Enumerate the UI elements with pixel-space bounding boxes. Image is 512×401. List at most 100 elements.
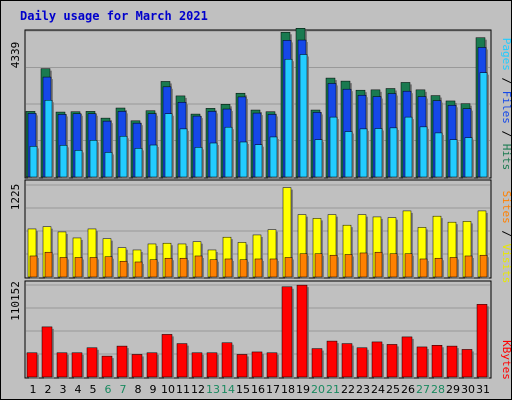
sites-bar (344, 254, 353, 278)
day-label: 13 (206, 383, 220, 396)
pages-bar (239, 141, 248, 178)
pages-bar (359, 128, 368, 178)
day-label: 30 (461, 383, 475, 396)
hits-panel-ymax-label: 4339 (9, 42, 22, 69)
kbytes-bar (371, 341, 383, 378)
sites-bar (59, 257, 68, 278)
day-label: 12 (191, 383, 205, 396)
sites-bar (254, 258, 263, 278)
kbytes-bar (41, 326, 53, 378)
sites-bar (284, 257, 293, 278)
kbytes-bar (221, 342, 233, 378)
hits-panel-bars (25, 28, 489, 180)
sites-bar (479, 254, 488, 278)
sites-bar (89, 257, 98, 278)
sites-bar (209, 259, 218, 278)
day-label: 3 (60, 383, 67, 396)
sites-bar (44, 251, 53, 278)
sites-bar (374, 251, 383, 278)
day-label: 8 (135, 383, 142, 396)
day-label: 4 (75, 383, 82, 396)
legend-separator: / (500, 71, 512, 91)
day-label: 9 (150, 383, 157, 396)
day-label: 19 (296, 383, 310, 396)
pages-bar (44, 100, 53, 178)
kbytes-bar (401, 336, 413, 378)
sites-bar (104, 256, 113, 278)
kbytes-bar (236, 354, 248, 378)
pages-bar (419, 126, 428, 178)
kbytes-bar (191, 352, 203, 378)
day-label: 31 (476, 383, 490, 396)
kbytes-panel-grid (26, 284, 490, 355)
pages-bar (29, 146, 38, 178)
kbytes-bar (86, 347, 98, 378)
day-label: 1 (30, 383, 37, 396)
pages-bar (449, 139, 458, 178)
sites-bar (449, 257, 458, 278)
kbytes-bar (71, 352, 83, 378)
sites-bar (179, 257, 188, 278)
hits-panel-legend: Pages / Files / Hits (500, 38, 512, 171)
sites-bar (239, 259, 248, 278)
pages-bar (149, 144, 158, 178)
day-label: 6 (105, 383, 112, 396)
day-label: 26 (401, 383, 415, 396)
day-label: 14 (221, 383, 235, 396)
sites-bar (329, 254, 338, 278)
pages-bar (224, 126, 233, 178)
kbytes-panel-ymax-label: 110152 (9, 281, 22, 321)
day-label: 22 (341, 383, 355, 396)
pages-bar (194, 147, 203, 178)
pages-bar (59, 145, 68, 178)
day-label: 10 (161, 383, 175, 396)
sites-bar (224, 258, 233, 278)
day-label: 17 (266, 383, 280, 396)
day-label: 11 (176, 383, 190, 396)
day-label: 28 (431, 383, 445, 396)
pages-bar (74, 150, 83, 178)
sites-bar (194, 255, 203, 278)
sites-bar (404, 253, 413, 278)
pages-bar (164, 113, 173, 178)
kbytes-bar (356, 347, 368, 378)
pages-bar (479, 72, 488, 178)
kbytes-bar (476, 304, 488, 378)
pages-bar (254, 144, 263, 178)
sites-bar (314, 253, 323, 278)
kbytes-bar (116, 345, 128, 378)
day-label: 7 (120, 383, 127, 396)
kbytes-panel-legend: KBytes (500, 340, 512, 380)
day-label: 15 (236, 383, 250, 396)
kbytes-bar (101, 355, 113, 378)
kbytes-bar (446, 345, 458, 378)
kbytes-bar (326, 340, 338, 378)
kbytes-bar (176, 343, 188, 378)
legend-hits: Hits (500, 144, 512, 171)
day-label: 29 (446, 383, 460, 396)
pages-bar (209, 142, 218, 178)
legend-pages: Pages (500, 38, 512, 71)
legend-separator: / (500, 124, 512, 144)
sites-bar (149, 259, 158, 278)
pages-bar (389, 127, 398, 178)
pages-bar (134, 148, 143, 178)
sites-bar (164, 257, 173, 278)
day-label: 5 (90, 383, 97, 396)
sites-bar (29, 255, 38, 278)
pages-bar (119, 136, 128, 178)
pages-bar (89, 140, 98, 178)
kbytes-bar (161, 334, 173, 378)
kbytes-bar (386, 344, 398, 378)
pages-bar (269, 136, 278, 178)
pages-bar (374, 128, 383, 178)
day-label: 18 (281, 383, 295, 396)
pages-bar (344, 131, 353, 178)
sites-bar (299, 253, 308, 278)
sites-bar (269, 258, 278, 278)
pages-bar (434, 132, 443, 178)
kbytes-bar (251, 351, 263, 378)
day-label: 21 (326, 383, 340, 396)
